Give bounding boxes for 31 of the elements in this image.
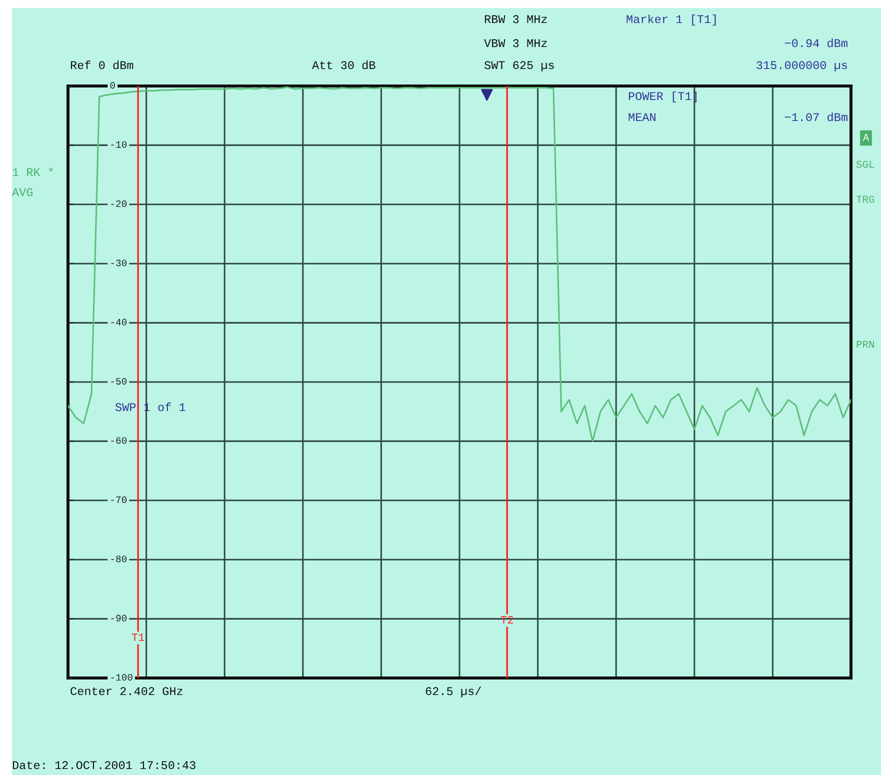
annotation: MEAN (628, 113, 656, 122)
y-tick-label: -70 (111, 496, 127, 504)
y-tick-label: -40 (111, 318, 127, 326)
text: PRN (856, 340, 874, 348)
text: TRG (856, 196, 874, 203)
text: A (862, 134, 870, 141)
y-tick-label: -80 (111, 556, 127, 562)
annotation: −1.07 dBm (784, 112, 848, 122)
text: 315.000000 µs (756, 61, 848, 72)
text: 62.5 µs/ (426, 686, 482, 698)
y-tick-label: 0 (110, 82, 115, 89)
text: Ref 0 dBm (70, 60, 134, 70)
y-tick-label: -60 (111, 437, 127, 444)
y-tick-label: -100 (111, 674, 132, 681)
text: −0.94 dBm (784, 38, 848, 48)
text: Att 30 dB (312, 60, 376, 70)
text: SWT 625 µs (484, 61, 554, 72)
y-tick-label: -10 (111, 141, 127, 148)
y-tick-label: -50 (111, 378, 127, 385)
y-tick-label: -90 (111, 614, 127, 622)
annotation: T1 (132, 634, 144, 641)
text: 1 RK * (12, 168, 54, 176)
text: SGL (856, 160, 874, 168)
text: RBW 3 MHz (484, 15, 547, 24)
text: Center 2.402 GHz (70, 687, 182, 696)
text: AVG (12, 188, 33, 196)
text: Marker 1 [T1] (626, 14, 716, 26)
y-tick-label: -30 (111, 260, 127, 266)
y-tick-label: -20 (111, 200, 127, 208)
text: VBW 3 MHz (484, 39, 547, 48)
text: Date: 12.OCT.2001 17:50:43 (12, 761, 196, 770)
